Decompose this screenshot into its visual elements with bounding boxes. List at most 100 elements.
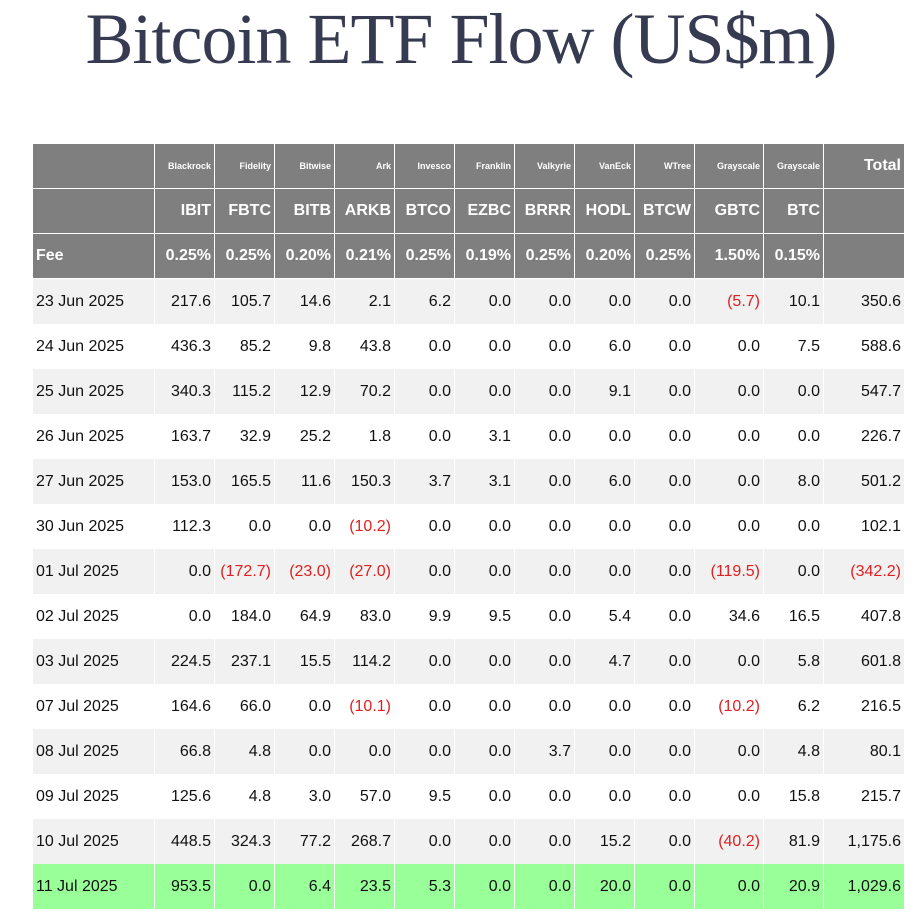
flow-cell: 237.1 xyxy=(214,639,275,684)
flow-cell: 0.0 xyxy=(634,774,695,819)
fee-label: Fee xyxy=(32,233,155,279)
flow-cell: 0.0 xyxy=(763,369,824,414)
total-cell: 215.7 xyxy=(823,774,905,819)
flow-cell: 0.0 xyxy=(394,684,455,729)
flow-cell: 217.6 xyxy=(154,278,215,324)
flow-cell: 5.8 xyxy=(763,639,824,684)
flow-cell: 5.4 xyxy=(574,594,635,639)
fee-cell: 0.20% xyxy=(274,233,335,279)
table-body: 23 Jun 2025 217.6 105.7 14.6 2.1 6.2 0.0 0.0 0.0… xyxy=(32,278,905,909)
flow-cell: 15.5 xyxy=(274,639,335,684)
flow-cell: 0.0 xyxy=(394,729,455,774)
flow-cell: 125.6 xyxy=(154,774,215,819)
ticker-header: BRRR xyxy=(514,188,575,234)
flow-cell: 0.0 xyxy=(274,684,335,729)
flow-cell: 0.0 xyxy=(154,594,215,639)
flow-cell: 0.0 xyxy=(274,504,335,549)
flow-cell: 25.2 xyxy=(274,414,335,459)
total-header: Total xyxy=(823,143,905,189)
flow-cell: 0.0 xyxy=(394,549,455,594)
flow-cell: 0.0 xyxy=(394,414,455,459)
provider-header: Ark xyxy=(334,143,395,189)
date-cell: 23 Jun 2025 xyxy=(32,278,155,324)
provider-header: Bitwise xyxy=(274,143,335,189)
flow-cell: 15.8 xyxy=(763,774,824,819)
total-cell: 350.6 xyxy=(823,278,905,324)
date-cell: 27 Jun 2025 xyxy=(32,459,155,504)
flow-cell: 57.0 xyxy=(334,774,395,819)
flow-cell: (10.2) xyxy=(694,684,764,729)
total-cell: 588.6 xyxy=(823,324,905,369)
flow-cell: 1.8 xyxy=(334,414,395,459)
provider-header: Franklin xyxy=(454,143,515,189)
flow-cell: 20.9 xyxy=(763,864,824,909)
flow-cell: 0.0 xyxy=(454,684,515,729)
flow-cell: 0.0 xyxy=(574,549,635,594)
flow-cell: (40.2) xyxy=(694,819,764,864)
flow-cell: 6.0 xyxy=(574,324,635,369)
flow-cell: 0.0 xyxy=(694,504,764,549)
flow-cell: 3.0 xyxy=(274,774,335,819)
flow-cell: 0.0 xyxy=(514,504,575,549)
flow-cell: 43.8 xyxy=(334,324,395,369)
flow-cell: 0.0 xyxy=(694,864,764,909)
flow-cell: 23.5 xyxy=(334,864,395,909)
flow-cell: 0.0 xyxy=(454,369,515,414)
flow-cell: 268.7 xyxy=(334,819,395,864)
flow-cell: 0.0 xyxy=(454,819,515,864)
flow-cell: 0.0 xyxy=(454,324,515,369)
flow-cell: 0.0 xyxy=(634,459,695,504)
provider-header: Grayscale xyxy=(763,143,824,189)
date-cell: 09 Jul 2025 xyxy=(32,774,155,819)
table-row: 27 Jun 2025 153.0 165.5 11.6 150.3 3.7 3.1 0.0 6… xyxy=(32,459,905,504)
provider-header: Invesco xyxy=(394,143,455,189)
flow-cell: 66.8 xyxy=(154,729,215,774)
date-cell: 25 Jun 2025 xyxy=(32,369,155,414)
flow-cell: 9.5 xyxy=(394,774,455,819)
total-cell: 102.1 xyxy=(823,504,905,549)
flow-cell: (27.0) xyxy=(334,549,395,594)
flow-cell: 9.5 xyxy=(454,594,515,639)
flow-cell: 0.0 xyxy=(514,819,575,864)
flow-cell: (23.0) xyxy=(274,549,335,594)
flow-cell: 0.0 xyxy=(574,414,635,459)
flow-cell: 340.3 xyxy=(154,369,215,414)
provider-header: Fidelity xyxy=(214,143,275,189)
total-cell: 216.5 xyxy=(823,684,905,729)
flow-cell: 224.5 xyxy=(154,639,215,684)
total-cell: 407.8 xyxy=(823,594,905,639)
flow-cell: 64.9 xyxy=(274,594,335,639)
flow-cell: 0.0 xyxy=(514,324,575,369)
flow-cell: 0.0 xyxy=(634,414,695,459)
flow-cell: 0.0 xyxy=(514,278,575,324)
flow-cell: 5.3 xyxy=(394,864,455,909)
fee-cell: 0.25% xyxy=(214,233,275,279)
flow-cell: 14.6 xyxy=(274,278,335,324)
flow-cell: 115.2 xyxy=(214,369,275,414)
total-cell: 1,175.6 xyxy=(823,819,905,864)
date-cell: 24 Jun 2025 xyxy=(32,324,155,369)
provider-header: WTree xyxy=(634,143,695,189)
flow-cell: 0.0 xyxy=(634,639,695,684)
flow-cell: 0.0 xyxy=(394,324,455,369)
flow-cell: 0.0 xyxy=(394,639,455,684)
flow-cell: 0.0 xyxy=(574,729,635,774)
flow-cell: 448.5 xyxy=(154,819,215,864)
ticker-row: IBIT FBTC BITB ARKB BTCO EZBC BRRR HODL … xyxy=(32,188,905,234)
flow-cell: 0.0 xyxy=(214,864,275,909)
flow-cell: 11.6 xyxy=(274,459,335,504)
flow-cell: 112.3 xyxy=(154,504,215,549)
fee-cell: 0.20% xyxy=(574,233,635,279)
flow-cell: (5.7) xyxy=(694,278,764,324)
flow-cell: 105.7 xyxy=(214,278,275,324)
date-cell: 11 Jul 2025 xyxy=(32,864,155,909)
flow-cell: 0.0 xyxy=(514,639,575,684)
flow-cell: 0.0 xyxy=(514,549,575,594)
flow-cell: 0.0 xyxy=(454,549,515,594)
flow-cell: 83.0 xyxy=(334,594,395,639)
table-row: 24 Jun 2025 436.3 85.2 9.8 43.8 0.0 0.0 0.0 6.0 0… xyxy=(32,324,905,369)
flow-cell: 153.0 xyxy=(154,459,215,504)
provider-header: VanEck xyxy=(574,143,635,189)
table-row: 30 Jun 2025 112.3 0.0 0.0 (10.2) 0.0 0.0 0.0 0.0… xyxy=(32,504,905,549)
flow-cell: 0.0 xyxy=(634,278,695,324)
